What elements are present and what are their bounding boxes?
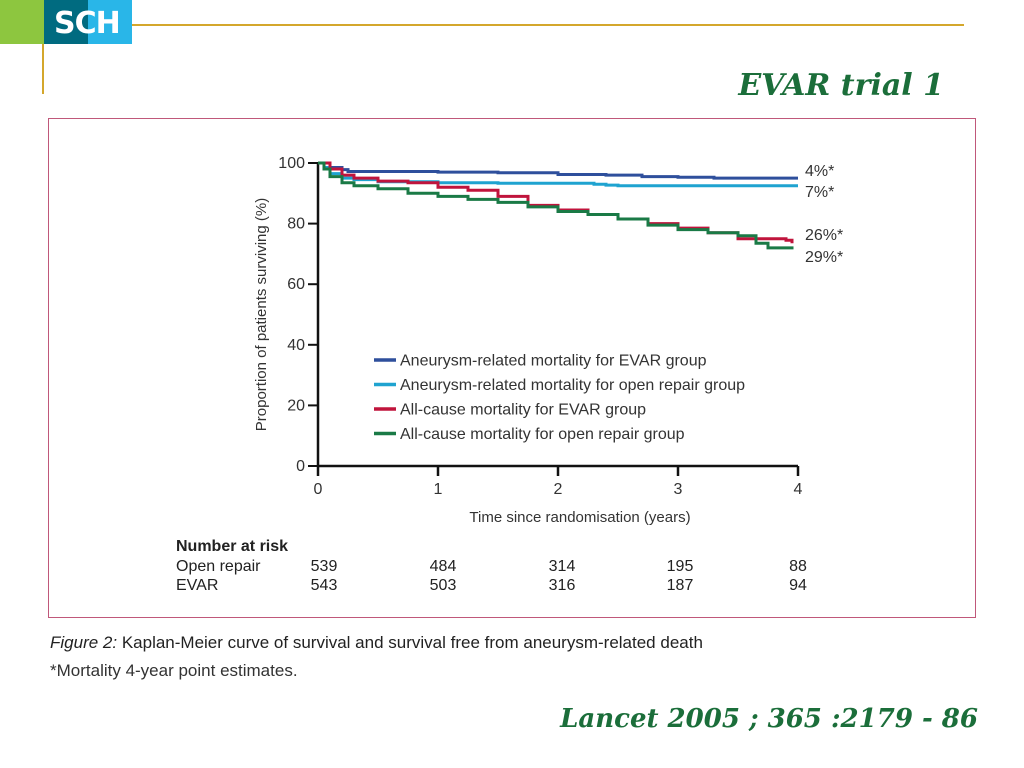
risk-row-label: Open repair [176,558,261,575]
y-tick-label: 0 [296,458,305,475]
end-label: 4%* [805,163,834,180]
risk-value: 94 [789,577,807,594]
x-tick-label: 0 [314,481,323,498]
logo: SCH [54,6,121,41]
risk-value: 484 [430,558,457,575]
risk-value: 88 [789,558,807,575]
risk-value: 195 [667,558,694,575]
number-at-risk-table: Number at risk Open repair 539 484 314 195 88 E… [176,538,807,594]
y-tick-label: 20 [287,397,305,414]
risk-value: 543 [311,577,338,594]
risk-value: 187 [667,577,694,594]
end-labels: 4%* 7%* 26%* 29%* [805,163,843,266]
header-rule-horizontal [132,24,964,26]
legend: Aneurysm-related mortality for EVAR grou… [374,353,745,443]
risk-value: 314 [549,558,576,575]
y-tick-label: 40 [287,337,305,354]
x-tick-label: 2 [554,481,563,498]
citation: Lancet 2005 ; 365 :2179 - 86 [560,704,978,734]
y-tick-label: 100 [278,155,305,172]
header-rule-vertical [42,44,44,94]
x-axis-title: Time since randomisation (years) [469,509,690,526]
caption-text: Kaplan-Meier curve of survival and survi… [117,633,703,652]
logo-block-teal [44,0,88,44]
series-group [318,161,798,250]
series-line [318,161,794,250]
x-tick-label: 4 [794,481,803,498]
logo-block-cyan [88,0,132,44]
legend-label: Aneurysm-related mortality for open repa… [400,377,745,394]
y-tick-label: 80 [287,216,305,233]
end-label: 29%* [805,249,843,266]
y-tick-label: 60 [287,276,305,293]
risk-value: 539 [311,558,338,575]
slide-title: EVAR trial 1 [738,68,944,103]
risk-value: 503 [430,577,457,594]
figure-frame [48,118,976,618]
legend-label: All-cause mortality for EVAR group [400,402,646,419]
legend-label: All-cause mortality for open repair grou… [400,426,685,443]
end-label: 7%* [805,184,834,201]
series-line [318,161,798,180]
axes: 0 20 40 60 80 100 0 1 2 3 4 Time since randomisatio… [253,155,803,526]
x-tick-label: 1 [434,481,443,498]
logo-block-green [0,0,44,44]
end-label: 26%* [805,227,843,244]
caption-label: Figure 2: [50,633,118,652]
legend-label: Aneurysm-related mortality for EVAR grou… [400,353,707,370]
risk-value: 316 [549,577,576,594]
risk-heading: Number at risk [176,538,288,555]
risk-row-label: EVAR [176,577,218,594]
caption-note: *Mortality 4-year point estimates. [50,661,298,680]
x-tick-label: 3 [674,481,683,498]
y-axis-title: Proportion of patients surviving (%) [253,198,270,431]
figure-caption: Figure 2: Kaplan-Meier curve of survival… [50,633,703,653]
